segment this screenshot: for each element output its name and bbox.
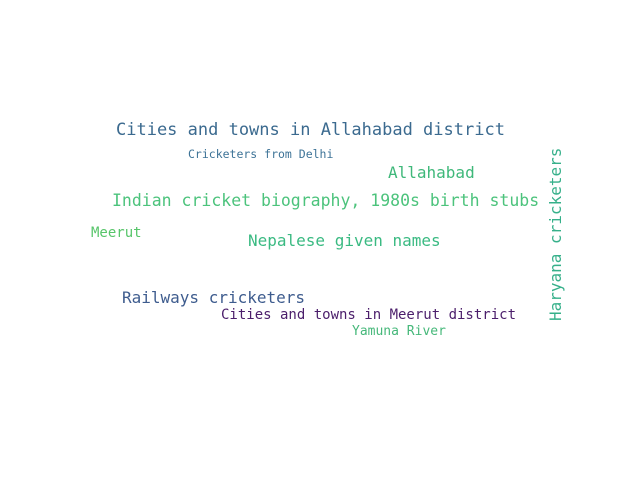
word-cities-towns-meerut: Cities and towns in Meerut district <box>221 307 517 323</box>
word-railways-cricketers: Railways cricketers <box>122 288 306 307</box>
word-cricketers-from-delhi: Cricketers from Delhi <box>188 147 334 161</box>
word-nepalese-given-names: Nepalese given names <box>248 231 441 250</box>
word-yamuna-river: Yamuna River <box>352 324 446 339</box>
word-meerut: Meerut <box>91 225 142 241</box>
word-indian-cricket-biography: Indian cricket biography, 1980s birth st… <box>112 191 540 210</box>
word-cities-towns-allahabad: Cities and towns in Allahabad district <box>116 120 505 140</box>
word-allahabad: Allahabad <box>388 163 475 182</box>
word-haryana-cricketers: Haryana cricketers <box>546 147 565 321</box>
